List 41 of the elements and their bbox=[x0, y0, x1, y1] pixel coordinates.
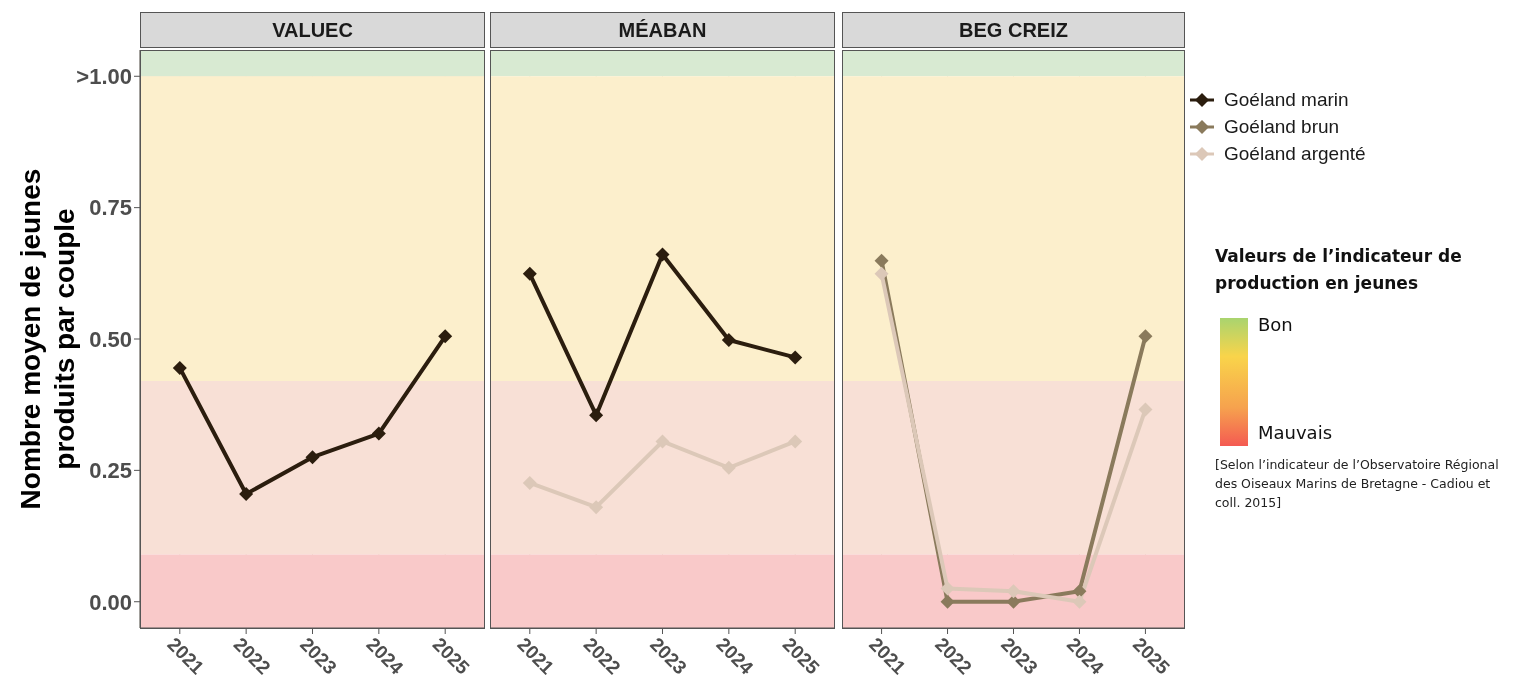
point bbox=[172, 360, 187, 375]
point bbox=[1072, 584, 1087, 599]
point bbox=[721, 333, 736, 348]
point bbox=[305, 450, 320, 465]
legend-label: Goéland argenté bbox=[1224, 142, 1366, 165]
point bbox=[1138, 329, 1153, 344]
point bbox=[522, 266, 537, 281]
point bbox=[788, 350, 803, 365]
point bbox=[371, 426, 386, 441]
y-tick-label: 0.50 bbox=[89, 326, 132, 352]
chart-title: VALUEC bbox=[272, 18, 353, 42]
point bbox=[1006, 584, 1021, 599]
y-axis-title: Nombre moyen de jeunes produits par couple bbox=[14, 167, 81, 512]
chart-title: MÉABAN bbox=[618, 18, 707, 42]
point bbox=[1072, 594, 1087, 609]
point bbox=[589, 500, 604, 515]
y-tick-label: 0.75 bbox=[89, 195, 132, 221]
point bbox=[788, 434, 803, 449]
point bbox=[655, 247, 670, 262]
point bbox=[1006, 594, 1021, 609]
point bbox=[589, 408, 604, 423]
point bbox=[239, 487, 254, 502]
text: Valeurs de l’indicateur de production en jeunes bbox=[1215, 245, 1463, 295]
point bbox=[721, 460, 736, 475]
y-tick-label: >1.00 bbox=[76, 64, 132, 90]
text: Mauvais bbox=[1258, 422, 1333, 443]
y-tick-label: 0.00 bbox=[89, 589, 132, 615]
point bbox=[940, 594, 955, 609]
point bbox=[1138, 402, 1153, 417]
legend-label: Goéland brun bbox=[1224, 115, 1340, 138]
point bbox=[655, 434, 670, 449]
chart-title: BEG CREIZ bbox=[959, 18, 1068, 42]
point bbox=[874, 266, 889, 281]
point bbox=[438, 329, 453, 344]
legend-label: Goéland marin bbox=[1224, 88, 1349, 111]
point bbox=[522, 475, 537, 490]
point bbox=[940, 581, 955, 596]
point bbox=[874, 253, 889, 268]
text: Bon bbox=[1258, 314, 1293, 335]
y-tick-label: 0.25 bbox=[89, 458, 132, 484]
text: [Selon l’indicateur de l’Observatoire Régional des Oiseaux Marins de Bretagne - Cadiou et coll. 2015] bbox=[1215, 456, 1500, 512]
